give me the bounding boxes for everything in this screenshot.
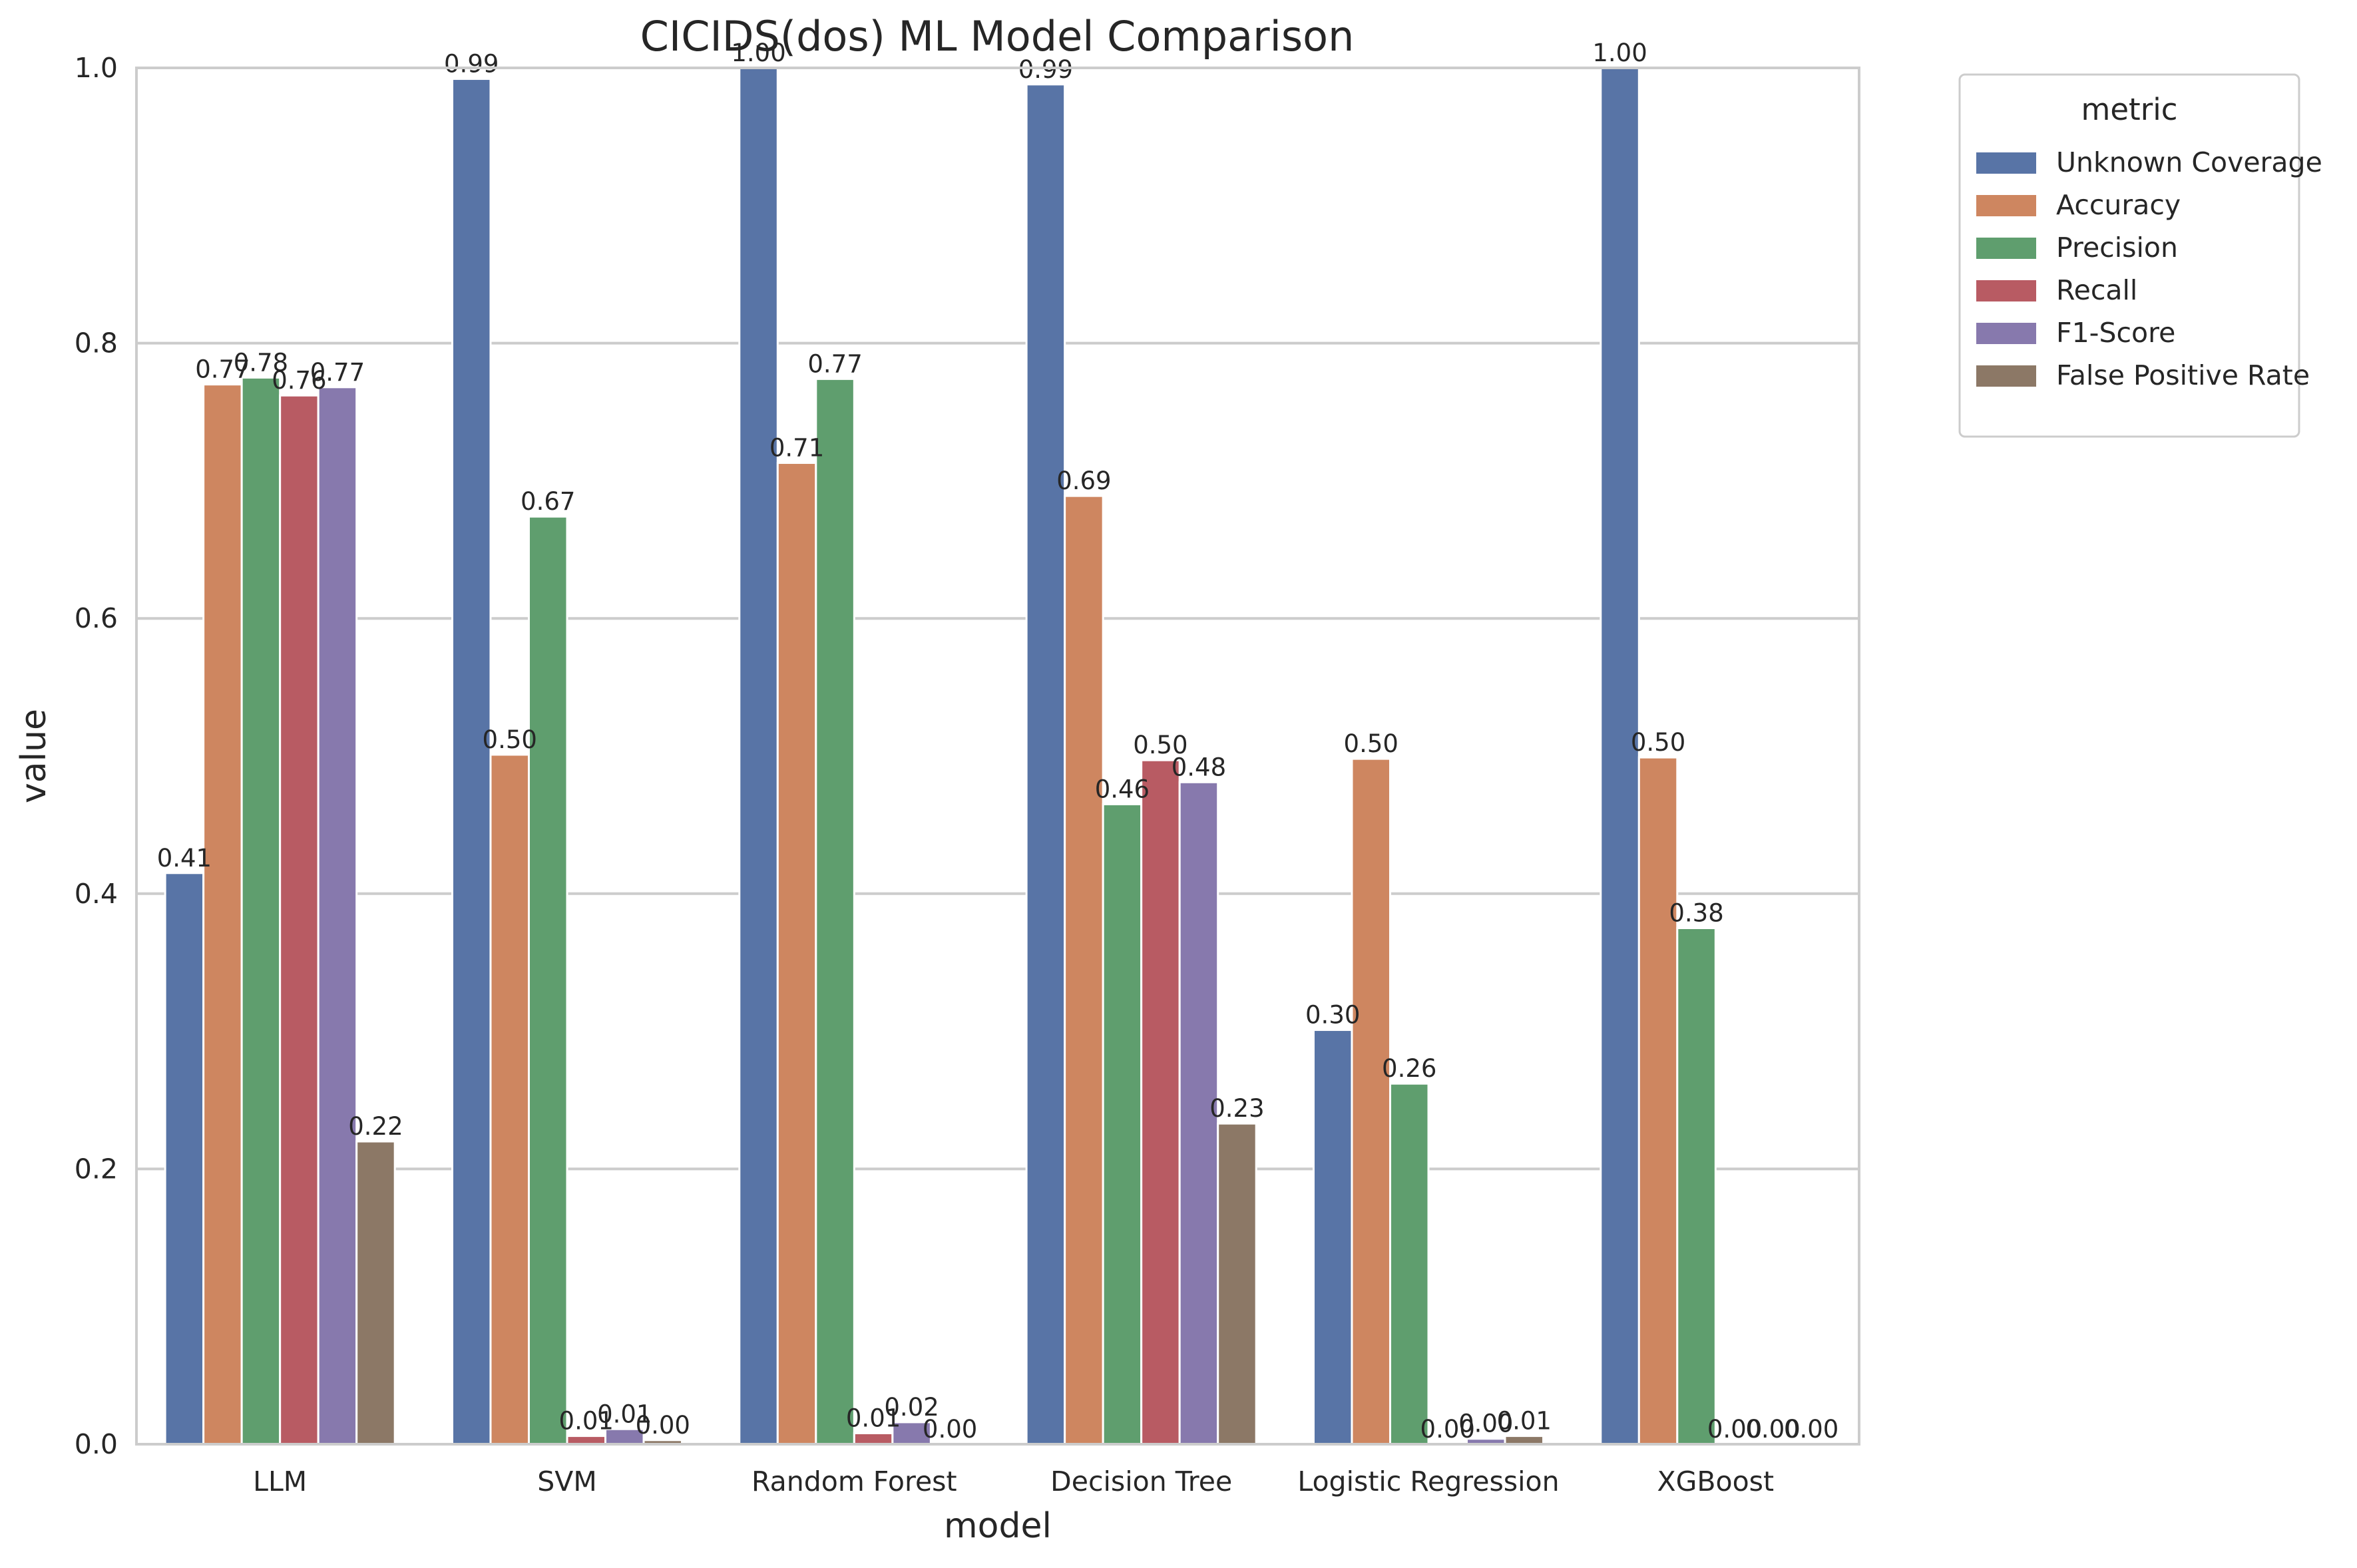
bar — [355, 1140, 396, 1446]
legend-label: False Positive Rate — [2056, 359, 2310, 391]
bar-value-label: 0.99 — [1018, 55, 1073, 84]
bar — [1351, 757, 1391, 1446]
bar-value-label: 0.01 — [597, 1400, 652, 1428]
bar — [317, 386, 358, 1446]
bar — [853, 1432, 894, 1446]
bar — [1102, 803, 1143, 1446]
y-tick-label: 0.0 — [75, 1428, 118, 1460]
bar — [1676, 927, 1717, 1446]
bar-value-label: 0.50 — [1133, 731, 1187, 759]
legend-swatch — [1976, 238, 2036, 259]
bar — [240, 376, 282, 1446]
x-tick-label: Decision Tree — [1050, 1466, 1232, 1497]
bar-value-label: 0.00 — [636, 1411, 690, 1440]
bar-value-label: 0.78 — [234, 348, 288, 377]
bar — [1217, 1122, 1257, 1446]
bar-value-label: 0.00 — [1784, 1415, 1838, 1444]
bar-value-label: 0.71 — [769, 434, 824, 463]
bar-value-label: 0.67 — [521, 487, 575, 516]
bar-value-label: 0.02 — [884, 1393, 939, 1422]
y-tick-label: 0.2 — [75, 1153, 118, 1185]
bar-value-label: 0.00 — [1458, 1410, 1513, 1438]
legend-swatch — [1976, 152, 2036, 174]
y-tick-label: 0.4 — [75, 878, 118, 910]
bar-value-label: 0.38 — [1669, 899, 1723, 928]
bar-value-label: 0.46 — [1095, 775, 1150, 803]
bar-value-label: 0.77 — [195, 355, 250, 384]
bar — [1312, 1029, 1353, 1446]
legend-swatch — [1976, 195, 2036, 216]
bars — [164, 67, 1717, 1446]
legend-box — [1958, 73, 2300, 438]
y-axis-ticks: 0.0 0.2 0.4 0.6 0.8 1.0 — [75, 52, 118, 1460]
legend-swatch — [1976, 365, 2036, 387]
bar-value-label: 0.76 — [272, 366, 326, 395]
bar — [489, 753, 530, 1446]
bar-value-label: 0.26 — [1382, 1054, 1436, 1083]
x-tick-label: LLM — [253, 1466, 307, 1497]
bar — [1025, 83, 1066, 1446]
x-axis-ticks: LLM SVM Random Forest Decision Tree Logistic… — [253, 1466, 1774, 1497]
bar-value-label: 0.50 — [1344, 729, 1398, 758]
bar — [776, 462, 817, 1446]
bar — [815, 377, 855, 1446]
bar — [1178, 781, 1219, 1446]
bar-value-label: 0.00 — [1745, 1415, 1800, 1444]
bar-value-label: 0.01 — [1497, 1407, 1552, 1436]
bar — [164, 872, 205, 1446]
bar-value-label: 0.00 — [923, 1415, 977, 1444]
bar-value-label: 0.00 — [1707, 1415, 1762, 1444]
bar — [279, 394, 320, 1446]
bar-value-label: 0.01 — [846, 1404, 901, 1432]
bar-value-label: 0.23 — [1209, 1094, 1264, 1123]
bar-value-label: 0.30 — [1305, 1001, 1360, 1030]
y-tick-label: 0.6 — [75, 602, 118, 634]
x-tick-label: XGBoost — [1657, 1466, 1775, 1497]
bar — [451, 78, 492, 1446]
bar-value-label: 0.50 — [483, 725, 537, 754]
bar-value-label: 0.00 — [1420, 1415, 1475, 1444]
bar — [527, 515, 568, 1446]
x-tick-label: Random Forest — [751, 1466, 957, 1497]
bar-value-label: 0.69 — [1056, 467, 1111, 495]
legend-swatch — [1976, 280, 2036, 301]
y-tick-label: 0.8 — [75, 327, 118, 359]
legend-label: Unknown Coverage — [2056, 146, 2322, 178]
bar — [891, 1421, 932, 1446]
data-labels: 0.410.770.780.760.770.220.990.500.670.01… — [157, 39, 1839, 1444]
bar — [202, 383, 243, 1446]
bar — [738, 67, 779, 1446]
bar-value-label: 0.48 — [1172, 753, 1226, 781]
bar-value-label: 0.50 — [1631, 728, 1685, 757]
chart-title: CICIDS(dos) ML Model Comparison — [640, 12, 1355, 61]
bar — [1140, 759, 1181, 1446]
bar — [1064, 494, 1104, 1446]
plot-frame — [135, 67, 1860, 1446]
bar-value-label: 1.00 — [731, 39, 785, 67]
bar-value-label: 0.01 — [559, 1407, 614, 1436]
legend-items: Unknown Coverage Accuracy Precision Recall F… — [1976, 146, 2322, 391]
bar — [1389, 1082, 1430, 1446]
x-tick-label: SVM — [537, 1466, 596, 1497]
legend-label: Recall — [2056, 274, 2137, 306]
bar-value-label: 0.77 — [807, 349, 862, 378]
y-tick-label: 1.0 — [75, 52, 118, 84]
legend-swatch — [1976, 323, 2036, 344]
x-tick-label: Logistic Regression — [1297, 1466, 1559, 1497]
legend-label: Precision — [2056, 232, 2178, 264]
bar-value-label: 0.77 — [310, 358, 365, 387]
legend-label: F1-Score — [2056, 317, 2175, 349]
legend: metric Unknown Coverage Accuracy Precision… — [1958, 73, 2322, 438]
bar-value-label: 0.22 — [348, 1112, 403, 1141]
bar-value-label: 1.00 — [1592, 39, 1647, 67]
legend-label: Accuracy — [2056, 189, 2181, 221]
x-axis-label: model — [944, 1506, 1052, 1546]
bar-value-label: 0.41 — [157, 844, 212, 873]
bar-value-label: 0.99 — [444, 50, 499, 79]
legend-title: metric — [2081, 92, 2178, 127]
bar — [1637, 756, 1679, 1446]
y-axis-label: value — [14, 709, 54, 803]
